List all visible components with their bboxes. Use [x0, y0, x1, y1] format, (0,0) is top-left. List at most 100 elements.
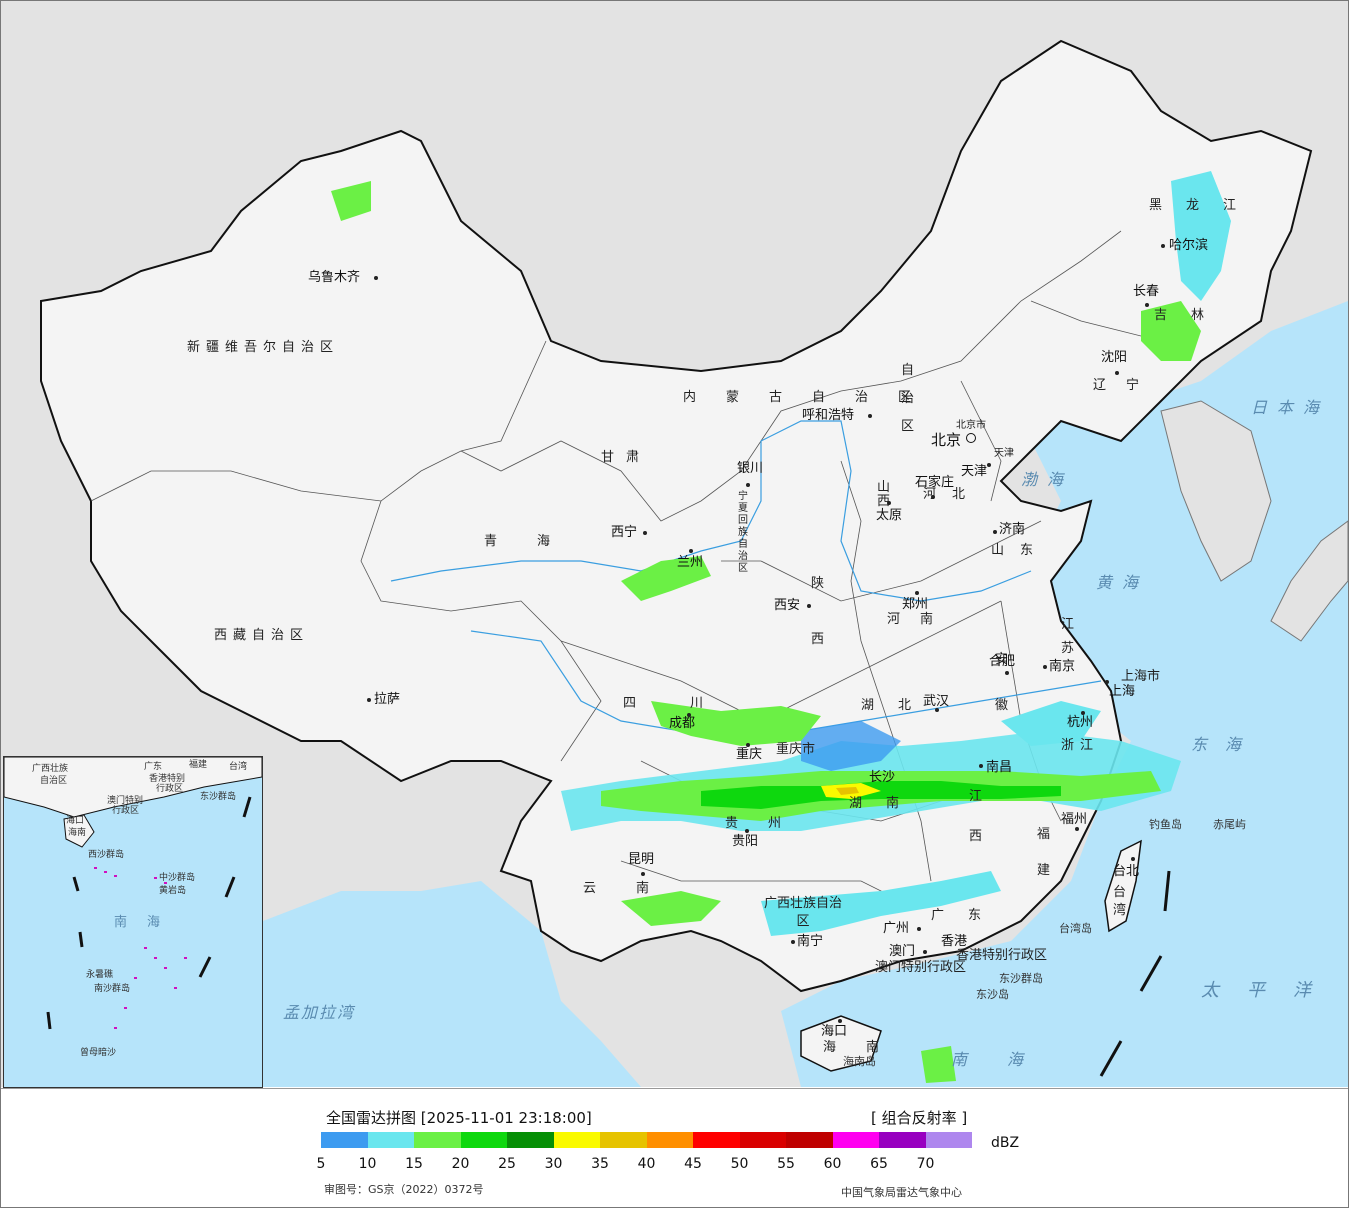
province-label-fujian: 福建	[1037, 827, 1051, 878]
island-hainan: 海南岛	[843, 1055, 876, 1068]
south-china-sea-inset: 广西壮族 自治区 广东 福建 台湾 香港特别 行政区 澳门特别 行政区 东沙群岛…	[3, 756, 263, 1088]
province-label-heilongjiang: 黑龙江	[1149, 198, 1261, 213]
inset-label-zengmu: 曾母暗沙	[80, 1048, 117, 1058]
city-urumqi: 乌鲁木齐	[308, 270, 361, 285]
province-label-jiangsu: 江苏	[1061, 617, 1075, 656]
inset-label-nanhai: 南海	[114, 915, 181, 930]
province-label-shanghai: 上海市	[1121, 669, 1161, 684]
color-scale-segment	[646, 1132, 693, 1148]
color-scale-tick-label: 40	[637, 1156, 656, 1172]
color-scale-tick-label: 70	[916, 1156, 935, 1172]
province-label-taiwan: 台湾	[1113, 885, 1127, 918]
color-scale-tick-label: 60	[823, 1156, 842, 1172]
island-chiwei: 赤尾屿	[1213, 818, 1246, 831]
color-scale-tick-label: 10	[358, 1156, 377, 1172]
color-scale-tick-label: 5	[316, 1156, 326, 1172]
map-approval-number: 审图号：GS京（2022）0372号	[324, 1183, 484, 1196]
province-label-neimenggu: 内蒙古自治区	[683, 390, 942, 405]
province-label-hunan: 湖南	[849, 796, 924, 811]
radar-echoes	[331, 171, 1231, 1083]
sea-label-pacific: 太平洋	[1201, 980, 1339, 1001]
province-label-xinjiang: 新疆维吾尔自治区	[187, 340, 340, 355]
province-label-gansu: 甘肃	[601, 450, 652, 465]
inset-label-nansha: 南沙群岛	[94, 984, 131, 994]
city-chongqing: 重庆	[736, 747, 763, 762]
city-kunming: 昆明	[628, 852, 655, 867]
province-label-yunnan: 云南	[583, 881, 690, 896]
city-jinan: 济南	[999, 522, 1026, 537]
city-taipei: 台北	[1113, 864, 1140, 879]
sea-label-japan: 日本海	[1251, 398, 1330, 417]
color-scale-tick-label: 15	[405, 1156, 423, 1172]
city-beijing: 北京	[931, 431, 962, 449]
city-wuhan: 武汉	[923, 694, 950, 709]
city-xining: 西宁	[611, 525, 638, 540]
color-scale-tick-label: 35	[591, 1156, 609, 1172]
sea-label-bengal: 孟加拉湾	[283, 1003, 356, 1022]
island-dongsha: 东沙岛	[976, 988, 1009, 1001]
color-scale-segment	[739, 1132, 786, 1148]
inset-label-xisha: 西沙群岛	[88, 850, 125, 860]
sea-label-east: 东海	[1191, 735, 1260, 754]
city-fuzhou: 福州	[1061, 812, 1088, 827]
province-label-jilin: 吉林	[1154, 308, 1229, 323]
sea-label-yellow: 黄海	[1096, 573, 1149, 592]
province-label-ningxia: 宁夏回族自治区	[738, 491, 748, 574]
city-guangzhou: 广州	[883, 921, 910, 936]
city-taiyuan: 太原	[876, 508, 903, 523]
city-hohhot: 呼和浩特	[802, 408, 855, 423]
province-label-neimenggu-2: 自治区	[901, 363, 915, 434]
province-label-shaanxi: 陕西	[811, 576, 825, 647]
japan-islands	[1270, 520, 1348, 642]
city-shijiazhuang: 石家庄	[915, 475, 955, 490]
province-label-chongqing: 重庆市	[776, 742, 816, 757]
province-label-beijing: 北京市	[956, 420, 986, 431]
city-nanning: 南宁	[797, 934, 824, 949]
map-canvas	[40, 39, 1348, 1087]
inset-label-huangyan: 黄岩岛	[159, 886, 187, 896]
inset-canvas	[4, 757, 262, 1030]
color-scale-segment	[321, 1132, 368, 1148]
color-scale-segment	[553, 1132, 600, 1148]
province-label-guangxi: 广西壮族自治区	[763, 896, 842, 929]
color-scale-tick-label: 55	[777, 1156, 795, 1172]
bay-of-bengal-area	[263, 881, 641, 1087]
color-scale-tick-label: 45	[684, 1156, 702, 1172]
island-diaoyu: 钓鱼岛	[1149, 818, 1182, 831]
city-nanchang: 南昌	[986, 760, 1013, 775]
city-chengdu: 成都	[669, 716, 696, 731]
island-taiwan: 台湾岛	[1059, 922, 1092, 935]
city-macau: 澳门	[889, 944, 916, 959]
inset-label-fujian: 福建	[189, 760, 208, 770]
color-scale-segment	[460, 1132, 507, 1148]
city-hefei: 合肥	[989, 654, 1016, 669]
inset-label-guangxi: 广西壮族	[32, 764, 69, 774]
province-label-qinghai: 青海	[484, 534, 591, 549]
province-label-hongkong: 香港特别行政区	[956, 948, 1048, 963]
city-lhasa: 拉萨	[374, 692, 401, 707]
province-label-liaoning: 辽宁	[1093, 378, 1160, 393]
province-label-zhejiang: 浙江	[1061, 738, 1100, 753]
color-scale-tick-label: 25	[498, 1156, 516, 1172]
inset-label-dongsha: 东沙群岛	[200, 792, 237, 802]
color-scale-tick-label: 20	[451, 1156, 470, 1172]
radar-map[interactable]: 新疆维吾尔自治区 西藏自治区 青海 甘肃 内蒙古自治区 黑龙江 吉林 辽宁 河北…	[1, 1, 1348, 1088]
city-shenyang: 沈阳	[1101, 350, 1128, 365]
sea-label-bohai: 渤海	[1021, 470, 1074, 489]
city-xian: 西安	[774, 598, 801, 613]
province-label-tianjin: 天津	[994, 448, 1014, 459]
color-scale-segment	[600, 1132, 647, 1148]
city-lanzhou: 兰州	[677, 555, 704, 570]
city-hongkong: 香港	[941, 934, 968, 949]
city-guiyang: 贵阳	[732, 834, 759, 849]
inset-label-zhongsha: 中沙群岛	[159, 873, 196, 883]
province-label-jiangxi: 江西	[969, 789, 983, 844]
island-dongsha-qundao: 东沙群岛	[999, 972, 1043, 985]
organization-name: 中国气象局雷达气象中心	[841, 1186, 962, 1199]
inset-label-hainan: 海南	[68, 828, 87, 838]
city-changsha: 长沙	[869, 770, 896, 785]
province-label-shanxi: 山西	[877, 480, 891, 509]
city-tianjin: 天津	[961, 464, 988, 479]
sea-boundary-marks	[1099, 870, 1171, 1077]
inset-label-hk-2: 行政区	[156, 784, 184, 794]
